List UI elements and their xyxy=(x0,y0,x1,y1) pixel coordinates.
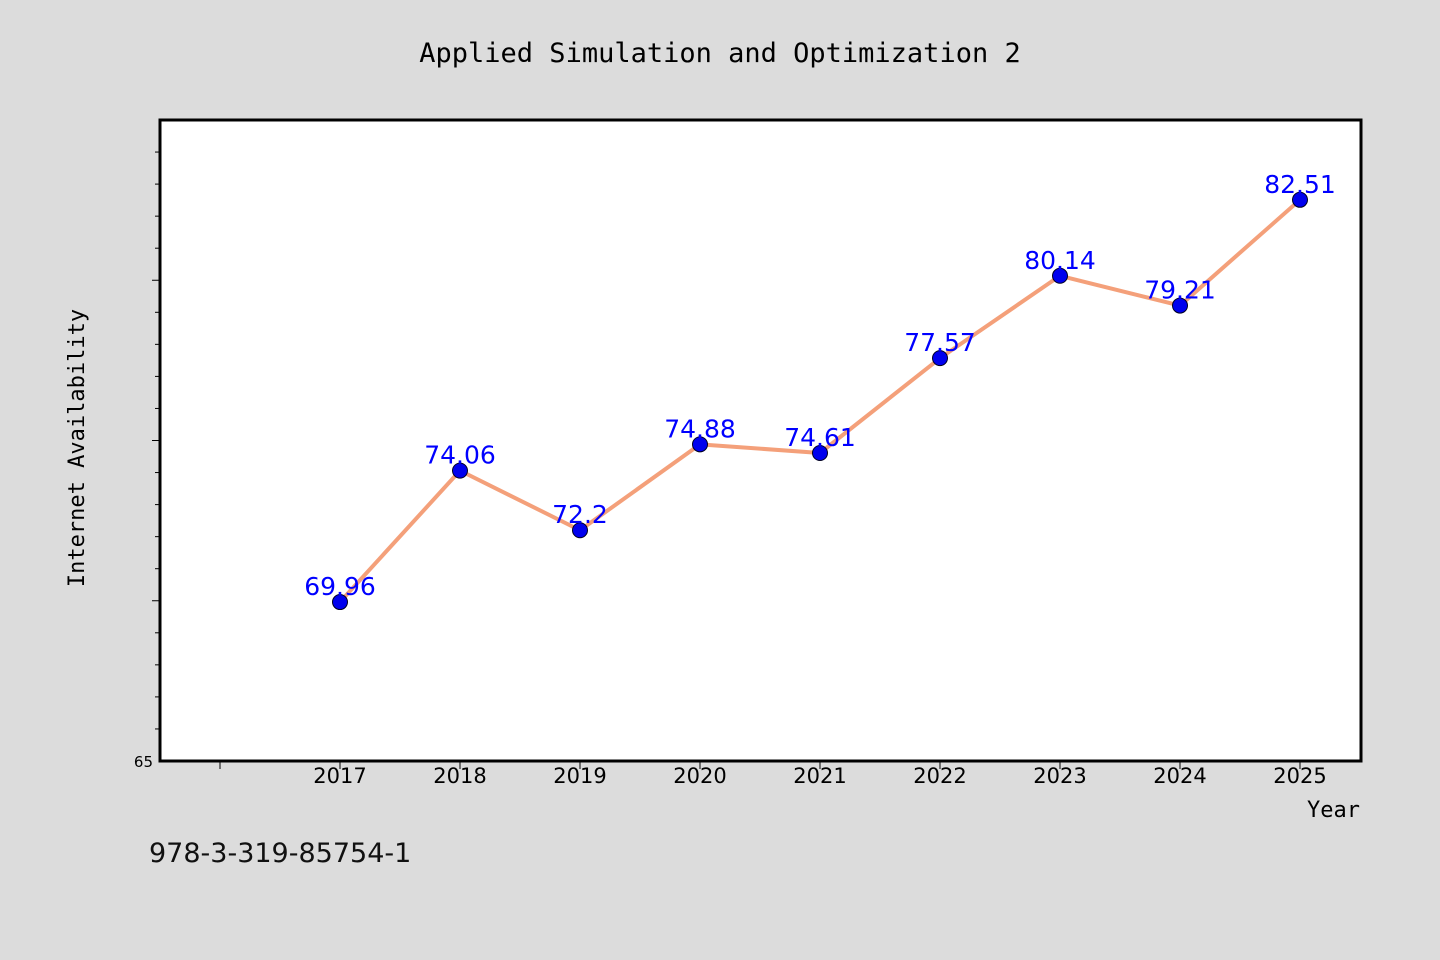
data-label: 74.61 xyxy=(784,423,856,452)
x-tick-label: 2025 xyxy=(1273,764,1326,788)
plot-area xyxy=(158,118,1363,763)
data-labels: 69.96 74.06 72.2 74.88 74.61 77.57 80.14 79.21 8… xyxy=(304,170,1336,601)
data-point xyxy=(332,594,348,611)
data-label: 80.14 xyxy=(1024,246,1096,275)
data-point xyxy=(452,462,468,479)
y-axis-ticks xyxy=(152,151,160,730)
footer-isbn: 978-3-319-85754-1 xyxy=(149,838,411,869)
series-0 xyxy=(332,191,1308,611)
x-tick-label: 2019 xyxy=(553,764,606,788)
x-tick-label: 2022 xyxy=(913,764,966,788)
chart-title: Applied Simulation and Optimization 2 xyxy=(419,38,1020,69)
data-label: 79.21 xyxy=(1144,276,1216,305)
data-point xyxy=(1292,191,1308,208)
data-label: 74.06 xyxy=(424,441,496,470)
x-tick-label: 2018 xyxy=(433,764,486,788)
data-label: 72.2 xyxy=(552,500,608,529)
data-label: 74.88 xyxy=(664,414,736,443)
data-label: 82.51 xyxy=(1264,170,1336,199)
x-tick-labels: 2017 2018 2019 2020 2021 2022 2023 2024 2025 xyxy=(313,764,1326,788)
data-point xyxy=(1052,267,1068,284)
data-point xyxy=(572,522,588,539)
x-tick-label: 2020 xyxy=(673,764,726,788)
y-tick-label: 65 xyxy=(134,753,153,771)
data-point xyxy=(692,436,708,453)
x-tick-label: 2023 xyxy=(1033,764,1086,788)
x-axis-ticks xyxy=(219,761,1301,769)
data-point xyxy=(1172,297,1188,314)
x-tick-label: 2021 xyxy=(793,764,846,788)
y-axis-label: Internet Availability xyxy=(65,309,90,587)
data-point xyxy=(932,350,948,367)
x-tick-label: 2017 xyxy=(313,764,366,788)
x-tick-label: 2024 xyxy=(1153,764,1206,788)
data-point xyxy=(812,444,828,461)
data-label: 77.57 xyxy=(904,328,976,357)
x-axis-label: Year xyxy=(1307,798,1360,823)
data-label: 69.96 xyxy=(304,572,376,601)
